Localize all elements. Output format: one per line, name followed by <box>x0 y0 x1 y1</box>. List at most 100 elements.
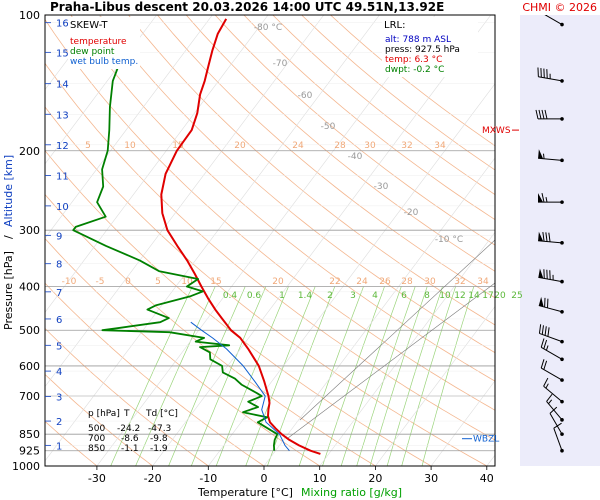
wind-barb <box>544 15 564 27</box>
wind-barb-feather <box>540 359 545 369</box>
isotherm-line <box>208 83 495 466</box>
isotherms <box>45 15 495 466</box>
table-header-t: T <box>123 409 130 419</box>
wind-barb <box>538 268 564 284</box>
wind-barb-feather <box>542 232 545 242</box>
pressure-tick-label: 400 <box>19 281 40 294</box>
table-row-850-td: -1.9 <box>150 444 168 454</box>
wind-barb-half-feather <box>545 197 548 203</box>
mxws-label: MXWS <box>482 126 511 136</box>
table-row-700-td: -9.8 <box>150 434 168 444</box>
lrl-pressure: press: 927.5 hPa <box>385 45 460 55</box>
altitude-tick-label: 6 <box>56 315 62 326</box>
wind-barb <box>540 338 564 362</box>
wind-barb-staff <box>539 332 563 343</box>
wind-barb <box>549 406 564 436</box>
isotherm-line <box>45 15 269 313</box>
mixing-ratio-label: 10 <box>439 291 451 301</box>
wind-barb-half-feather <box>545 383 549 389</box>
x-tick-label: 40 <box>480 472 494 485</box>
wind-barb-feather <box>543 377 549 387</box>
altitude-tick-label: 11 <box>56 172 69 183</box>
wind-barb-staff <box>549 413 563 435</box>
legend-dew-point: dew point <box>70 47 115 57</box>
wind-barb-feather <box>544 326 547 336</box>
altitude-tick-label: 14 <box>56 80 69 91</box>
wind-barbs <box>535 15 564 453</box>
wind-barb-station <box>560 309 564 314</box>
dry-adiabat-label: 24 <box>356 277 368 287</box>
wbzl-label: WBZL <box>473 435 499 445</box>
dry-adiabat-line <box>45 18 495 411</box>
mixing-ratio-label: 2 <box>327 291 333 301</box>
wind-barb-staff <box>553 428 563 451</box>
isotherm-line <box>319 231 495 466</box>
series-dew-point <box>72 22 279 451</box>
table-row-500-td: -47.3 <box>148 424 171 434</box>
mixing-ratio-label: 3 <box>350 291 356 301</box>
wind-barb-pennant <box>538 296 544 307</box>
mixing-ratio-label: 6 <box>401 291 407 301</box>
wind-barb-feather <box>546 393 553 402</box>
wind-barb <box>538 193 564 204</box>
lrl-box-bg <box>382 17 478 77</box>
dry-adiabat-label: 34 <box>477 277 489 287</box>
x-axis-title-temperature: Temperature [°C] <box>197 486 293 499</box>
wind-barb-feather <box>541 325 544 335</box>
dry-adiabat-label-upper: 20 <box>234 141 246 151</box>
wind-barb <box>538 296 564 314</box>
altitude-tick-label: 16 <box>56 19 69 30</box>
pressure-tick-label: 200 <box>19 145 40 158</box>
pressure-tick-label: 700 <box>19 390 40 403</box>
table-row-500-p: 500 <box>88 424 105 434</box>
wind-barb <box>543 377 564 404</box>
legend: SKEW-T temperature dew point wet bulb te… <box>68 17 140 69</box>
lrl-altitude: alt: 788 m ASL <box>385 35 451 45</box>
isotherm-label: -10 °C <box>435 235 463 245</box>
wind-barb <box>540 359 564 382</box>
dry-adiabat-label: 30 <box>424 277 436 287</box>
dry-adiabat-label: 10 <box>181 277 193 287</box>
wind-barb <box>538 324 564 344</box>
lrl-box: LRL: alt: 788 m ASL press: 927.5 hPa tem… <box>382 17 478 77</box>
isotherm-line <box>152 15 492 466</box>
dry-adiabat-label: -10 <box>62 277 77 287</box>
x-tick-label: 0 <box>261 472 268 485</box>
wind-barb <box>537 67 564 83</box>
wind-barb-feather <box>540 338 545 348</box>
dry-adiabat-label-upper: 10 <box>124 141 136 151</box>
y-axis-title-altitude: Altitude [km] <box>2 155 15 227</box>
isotherm-line <box>45 15 380 462</box>
wind-barb-half-feather <box>548 399 553 405</box>
isotherm-label: -80 °C <box>254 23 282 33</box>
lrl-temperature: temp: 6.3 °C <box>385 55 442 65</box>
series-temperature <box>160 18 321 455</box>
wind-barb-staff <box>543 385 563 403</box>
wind-barb-feather <box>553 422 562 429</box>
reference-line <box>299 239 495 421</box>
wind-barb <box>553 422 564 453</box>
dry-adiabat-label-upper: 5 <box>85 141 91 151</box>
wind-barb-pennant <box>538 149 544 159</box>
x-tick-label: 30 <box>424 472 438 485</box>
wind-barb-pennant <box>538 231 544 242</box>
table-header-p: p [hPa] <box>88 409 120 419</box>
x-tick-label: 10 <box>313 472 327 485</box>
altitude-tick-label: 8 <box>56 260 62 271</box>
isotherm-line <box>45 15 157 165</box>
altitude-tick-label: 4 <box>56 367 62 378</box>
dry-adiabat-line <box>70 15 495 382</box>
wind-barb-feather <box>543 339 548 349</box>
mixing-ratio-label: 0.6 <box>247 291 262 301</box>
altitude-tick-label: 3 <box>56 392 62 403</box>
isotherm-label: -30 <box>374 182 389 192</box>
table-header-td: Td [°C] <box>145 409 178 419</box>
pressure-tick-label: 850 <box>19 428 40 441</box>
altitude-tick-label: 13 <box>56 110 69 121</box>
table-row-850-t: -1.1 <box>121 444 139 454</box>
altitude-tick-label: 7 <box>56 288 62 299</box>
altitude-tick-label: 10 <box>56 202 69 213</box>
wind-barb-pennant <box>538 193 543 203</box>
dry-adiabat-label-upper: 34 <box>434 141 446 151</box>
wind-barb-feather <box>543 360 548 370</box>
